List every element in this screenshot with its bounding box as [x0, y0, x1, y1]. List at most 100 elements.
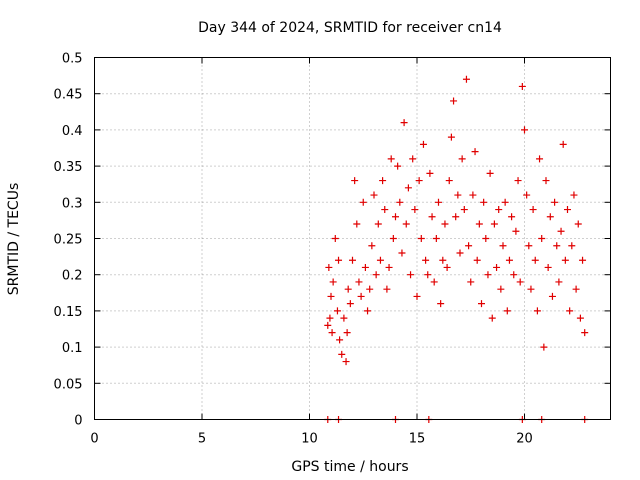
data-point — [516, 278, 524, 286]
data-point — [389, 235, 397, 242]
x-tick-label: 10 — [301, 432, 318, 447]
data-point — [338, 350, 346, 358]
chart-title: Day 344 of 2024, SRMTID for receiver cn1… — [198, 20, 502, 36]
data-point — [559, 140, 567, 148]
data-point — [531, 256, 539, 264]
data-point — [370, 191, 378, 199]
data-point — [523, 191, 531, 199]
data-point — [557, 227, 565, 235]
data-point — [555, 278, 563, 286]
data-point — [510, 271, 518, 279]
data-point — [465, 242, 473, 250]
data-point — [525, 242, 533, 250]
data-points — [324, 75, 589, 423]
data-point — [452, 213, 460, 221]
data-point — [402, 220, 410, 228]
data-point — [521, 126, 528, 134]
data-point — [579, 256, 587, 264]
y-tick-label: 0.1 — [62, 341, 83, 356]
data-point — [357, 292, 365, 300]
data-point — [561, 256, 569, 264]
data-point — [467, 278, 475, 286]
data-point — [328, 329, 336, 337]
data-point — [411, 206, 419, 214]
data-point — [340, 314, 348, 322]
data-point — [351, 177, 359, 185]
data-point — [484, 271, 492, 279]
data-point — [495, 206, 503, 214]
y-axis-label: SRMTID / TECUs — [6, 183, 22, 296]
data-point — [394, 162, 402, 170]
data-point — [413, 292, 421, 300]
y-tick-label: 0.15 — [54, 305, 83, 320]
x-axis: 0 5 10 15 20 — [90, 57, 533, 447]
data-point — [426, 169, 434, 177]
data-point — [576, 314, 584, 322]
data-point — [538, 235, 546, 242]
data-point — [471, 148, 479, 156]
data-point — [490, 220, 498, 228]
data-point — [475, 220, 483, 228]
data-point — [482, 235, 490, 242]
data-point — [456, 249, 464, 257]
x-tick-label: 15 — [409, 432, 426, 447]
data-point — [505, 256, 513, 264]
data-point — [398, 249, 406, 257]
data-point — [546, 213, 554, 221]
data-point — [486, 169, 494, 177]
data-point — [499, 242, 507, 250]
data-point — [564, 206, 571, 214]
data-point — [443, 263, 451, 271]
data-point — [536, 155, 544, 163]
y-tick-label: 0.2 — [62, 269, 83, 284]
data-point — [503, 307, 511, 315]
data-point — [376, 256, 384, 264]
data-point — [551, 198, 559, 206]
y-tick-label: 0.05 — [54, 377, 83, 392]
data-point — [553, 242, 561, 250]
data-point — [379, 177, 387, 185]
data-point — [366, 285, 374, 293]
data-point — [568, 242, 576, 250]
data-point — [335, 256, 343, 264]
data-point — [392, 213, 399, 221]
y-tick-label: 0.5 — [62, 52, 83, 67]
data-point — [359, 198, 367, 206]
data-point — [450, 97, 458, 105]
y-tick-label: 0.35 — [54, 160, 83, 175]
data-point — [344, 285, 352, 293]
data-point — [527, 285, 535, 293]
data-point — [566, 307, 574, 315]
data-point — [458, 155, 466, 163]
data-point — [473, 256, 481, 264]
data-point — [372, 271, 380, 279]
plot-frame — [94, 57, 611, 420]
data-point — [342, 358, 350, 366]
data-point — [324, 321, 332, 329]
data-point — [435, 198, 442, 206]
data-point — [460, 206, 468, 214]
data-point — [331, 235, 339, 242]
data-point — [480, 198, 488, 206]
grid — [94, 57, 611, 420]
data-point — [422, 256, 430, 264]
data-point — [497, 285, 505, 293]
data-point — [430, 278, 438, 286]
data-point — [478, 300, 485, 308]
data-point — [400, 119, 408, 127]
data-point — [343, 329, 351, 337]
data-point — [512, 227, 520, 235]
data-point — [439, 256, 447, 264]
data-point — [501, 198, 509, 206]
data-point — [374, 220, 382, 228]
data-point — [454, 191, 462, 199]
x-axis-label: GPS time / hours — [291, 459, 408, 475]
data-point — [432, 235, 440, 242]
y-tick-label: 0.25 — [54, 233, 83, 248]
data-point — [548, 292, 556, 300]
data-point — [508, 213, 516, 221]
y-tick-label: 0.45 — [54, 88, 83, 103]
data-point — [417, 235, 425, 242]
data-point — [581, 329, 589, 337]
